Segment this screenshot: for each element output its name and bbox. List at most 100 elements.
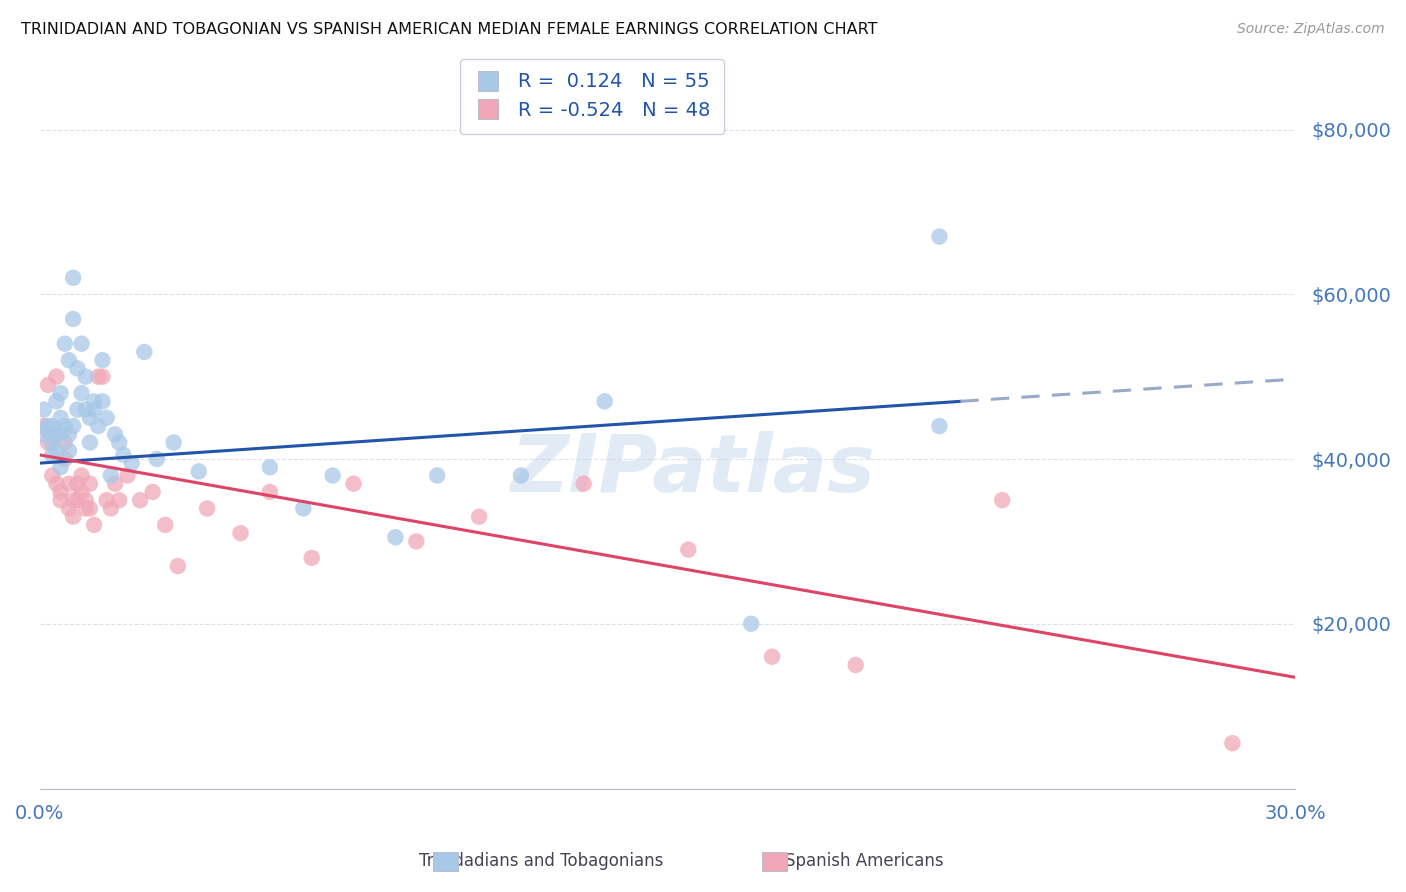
Point bbox=[91, 353, 114, 368]
Point bbox=[426, 468, 449, 483]
Point bbox=[229, 526, 252, 541]
Point bbox=[292, 501, 315, 516]
Point bbox=[75, 493, 97, 508]
Point bbox=[129, 493, 152, 508]
Point bbox=[45, 476, 67, 491]
Point bbox=[91, 369, 114, 384]
Point bbox=[510, 468, 533, 483]
Point bbox=[678, 542, 700, 557]
Point bbox=[62, 493, 84, 508]
Point bbox=[187, 464, 209, 478]
Point bbox=[134, 345, 156, 359]
Point bbox=[79, 410, 101, 425]
Point bbox=[1222, 736, 1244, 750]
Point bbox=[41, 448, 63, 462]
Point bbox=[384, 530, 406, 544]
Point bbox=[45, 394, 67, 409]
Point bbox=[162, 435, 184, 450]
Point bbox=[928, 419, 950, 434]
Point bbox=[155, 517, 177, 532]
Point bbox=[104, 427, 127, 442]
Point bbox=[83, 517, 105, 532]
Point bbox=[108, 493, 131, 508]
Text: TRINIDADIAN AND TOBAGONIAN VS SPANISH AMERICAN MEDIAN FEMALE EARNINGS CORRELATIO: TRINIDADIAN AND TOBAGONIAN VS SPANISH AM… bbox=[21, 22, 877, 37]
Point bbox=[87, 419, 110, 434]
Point bbox=[53, 452, 76, 467]
Point bbox=[37, 419, 59, 434]
Point bbox=[991, 493, 1014, 508]
Point bbox=[740, 616, 762, 631]
Point bbox=[96, 493, 118, 508]
Point bbox=[53, 419, 76, 434]
Point bbox=[79, 501, 101, 516]
Point bbox=[761, 649, 783, 664]
Point bbox=[58, 501, 80, 516]
Text: ZIPatlas: ZIPatlas bbox=[510, 431, 875, 508]
Point bbox=[66, 476, 89, 491]
Point bbox=[79, 435, 101, 450]
Point bbox=[100, 501, 122, 516]
Point bbox=[166, 559, 188, 574]
Point bbox=[32, 427, 55, 442]
Point bbox=[79, 476, 101, 491]
Point bbox=[195, 501, 218, 516]
Point bbox=[572, 476, 595, 491]
Point bbox=[259, 485, 281, 500]
Point bbox=[49, 386, 72, 401]
Point bbox=[121, 456, 143, 470]
Point bbox=[58, 443, 80, 458]
Point bbox=[32, 402, 55, 417]
Point bbox=[49, 410, 72, 425]
Point bbox=[96, 410, 118, 425]
Point bbox=[66, 493, 89, 508]
Point bbox=[70, 386, 93, 401]
Point bbox=[49, 460, 72, 475]
Point bbox=[70, 485, 93, 500]
Point bbox=[468, 509, 491, 524]
Point bbox=[259, 460, 281, 475]
Point bbox=[928, 229, 950, 244]
Point bbox=[45, 369, 67, 384]
Point bbox=[66, 402, 89, 417]
Point bbox=[62, 419, 84, 434]
Point bbox=[41, 468, 63, 483]
Point bbox=[41, 435, 63, 450]
Point bbox=[342, 476, 364, 491]
Point bbox=[146, 452, 169, 467]
Point bbox=[58, 353, 80, 368]
Point bbox=[66, 361, 89, 376]
Point bbox=[83, 394, 105, 409]
Point bbox=[322, 468, 344, 483]
Point bbox=[37, 435, 59, 450]
Point bbox=[108, 435, 131, 450]
Point bbox=[87, 369, 110, 384]
Point bbox=[142, 485, 165, 500]
Point bbox=[301, 550, 323, 565]
Point bbox=[37, 423, 59, 437]
Point bbox=[100, 468, 122, 483]
Point bbox=[112, 448, 135, 462]
Point bbox=[83, 402, 105, 417]
Point bbox=[75, 369, 97, 384]
Point bbox=[45, 427, 67, 442]
Text: Source: ZipAtlas.com: Source: ZipAtlas.com bbox=[1237, 22, 1385, 37]
Point bbox=[117, 468, 139, 483]
Text: Spanish Americans: Spanish Americans bbox=[786, 852, 943, 870]
Point bbox=[70, 336, 93, 351]
Point bbox=[41, 419, 63, 434]
Legend: R =  0.124   N = 55, R = -0.524   N = 48: R = 0.124 N = 55, R = -0.524 N = 48 bbox=[460, 59, 724, 134]
Point bbox=[49, 427, 72, 442]
Text: Trinidadians and Tobagonians: Trinidadians and Tobagonians bbox=[419, 852, 664, 870]
Point bbox=[58, 476, 80, 491]
Point bbox=[70, 468, 93, 483]
Point bbox=[593, 394, 616, 409]
Point bbox=[62, 312, 84, 326]
Point bbox=[75, 402, 97, 417]
Point bbox=[45, 443, 67, 458]
Point bbox=[75, 501, 97, 516]
Point bbox=[41, 427, 63, 442]
Point bbox=[104, 476, 127, 491]
Point bbox=[62, 270, 84, 285]
Point bbox=[91, 394, 114, 409]
Point bbox=[53, 336, 76, 351]
